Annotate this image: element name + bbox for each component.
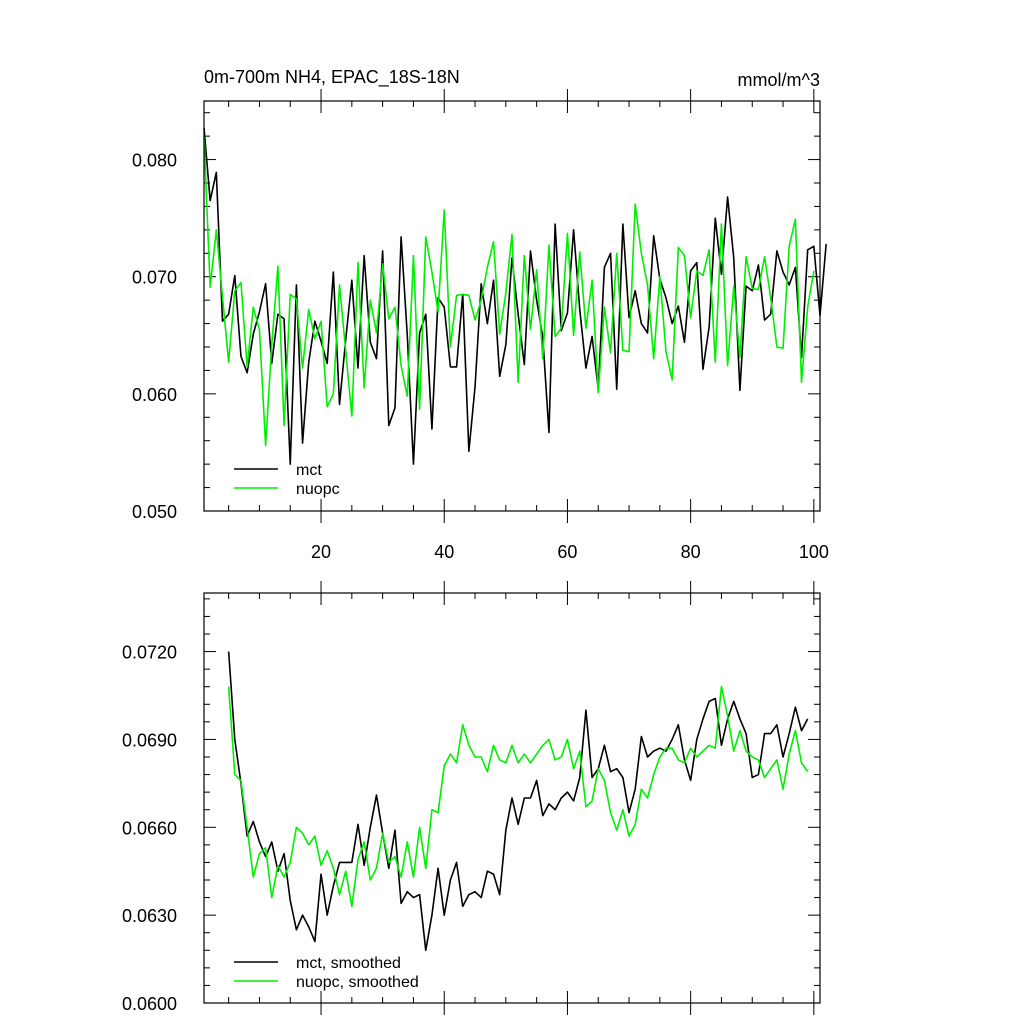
top-xtick-label: 80 <box>681 542 701 562</box>
legend-label-nuopc-smoothed: nuopc, smoothed <box>296 974 419 991</box>
top-legend: mct nuopc <box>234 462 340 498</box>
bottom-panel: 0.0600 0.0630 0.0660 0.0690 0.0720 mct, smoo… <box>122 581 821 1015</box>
legend-label-mct: mct <box>296 462 322 479</box>
top-series-line-nuopc <box>203 136 815 447</box>
bottom-plot-frame <box>203 592 821 1004</box>
top-panel: 0m-700m NH4, EPAC_18S-18N mmol/m^3 0.050… <box>132 67 829 562</box>
legend-label-mct-smoothed: mct, smoothed <box>296 955 401 972</box>
chart-units: mmol/m^3 <box>738 70 820 90</box>
bottom-plot-content: 0.0600 0.0630 0.0660 0.0690 0.0720 <box>122 581 820 1015</box>
bottom-series-line-mct <box>227 651 809 952</box>
top-xtick-label: 20 <box>311 542 331 562</box>
bottom-ytick-label: 0.0720 <box>122 643 177 663</box>
top-ytick-label: 0.080 <box>132 151 177 171</box>
chart-title: 0m-700m NH4, EPAC_18S-18N <box>204 67 460 88</box>
bottom-series-line-nuopc <box>227 685 809 908</box>
top-xtick-label: 100 <box>799 542 829 562</box>
legend-label-nuopc: nuopc <box>296 481 340 498</box>
top-xtick-label: 40 <box>434 542 454 562</box>
bottom-ytick-label: 0.0660 <box>122 818 177 838</box>
top-plot-content: 0.050 0.060 0.070 0.080 20 40 60 80 100 <box>132 89 829 562</box>
bottom-ytick-label: 0.0630 <box>122 906 177 926</box>
bottom-ytick-label: 0.0690 <box>122 730 177 750</box>
bottom-legend: mct, smoothed nuopc, smoothed <box>234 955 419 991</box>
top-plot-frame <box>203 100 821 512</box>
top-ytick-label: 0.060 <box>132 385 177 405</box>
bottom-ytick-label: 0.0600 <box>122 994 177 1014</box>
top-ytick-label: 0.050 <box>132 502 177 522</box>
top-ytick-label: 0.070 <box>132 268 177 288</box>
top-xtick-label: 60 <box>557 542 577 562</box>
